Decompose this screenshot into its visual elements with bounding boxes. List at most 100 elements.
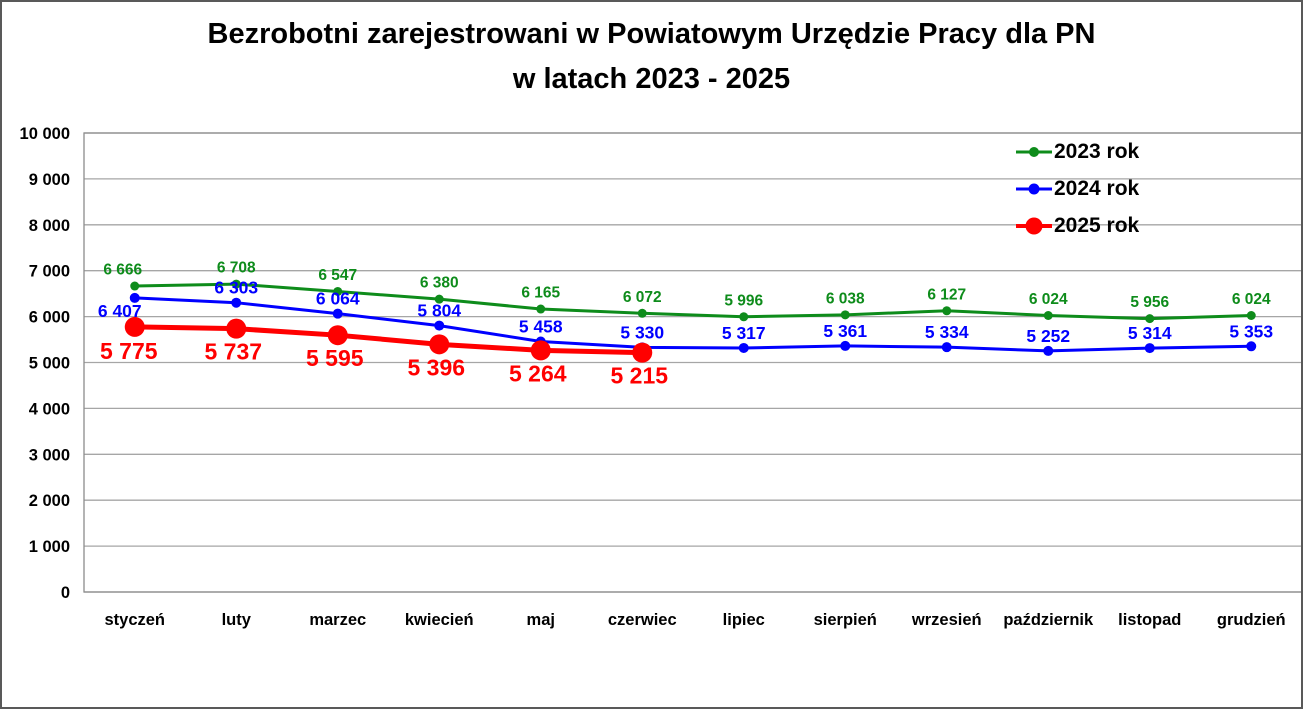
y-tick-label: 2 000 — [29, 492, 70, 510]
y-tick-label: 0 — [61, 584, 70, 602]
chart-title-line1: Bezrobotni zarejestrowani w Powiatowym U… — [207, 18, 1096, 50]
data-point-2024-rok — [231, 297, 242, 308]
data-point-2023-rok — [1043, 310, 1053, 320]
data-point-2024-rok — [1246, 341, 1257, 352]
x-axis-label: maj — [527, 611, 555, 629]
data-point-2024-rok — [332, 308, 343, 319]
data-label-2025-rok: 5 396 — [407, 354, 465, 380]
data-label-2023-rok: 6 024 — [1232, 291, 1271, 308]
data-point-2025-rok — [632, 342, 653, 363]
data-point-2024-rok — [1144, 343, 1155, 354]
legend-marker-icon — [1028, 183, 1040, 194]
data-label-2023-rok: 5 996 — [724, 292, 763, 309]
legend-swatch-2024 — [1016, 183, 1052, 194]
data-label-2023-rok: 6 666 — [103, 262, 142, 279]
x-axis-label: styczeń — [104, 611, 165, 629]
y-tick-label: 10 000 — [20, 125, 70, 143]
data-point-2025-rok — [226, 318, 247, 339]
data-label-2023-rok: 6 038 — [826, 290, 865, 307]
data-point-2023-rok — [637, 308, 647, 318]
data-label-2023-rok: 6 127 — [927, 286, 966, 303]
data-point-2023-rok — [333, 286, 343, 296]
x-axis-label: marzec — [309, 611, 366, 629]
x-axis-label: październik — [1003, 611, 1094, 629]
data-label-2023-rok: 6 024 — [1029, 291, 1068, 308]
y-tick-label: 4 000 — [29, 400, 70, 418]
data-point-2025-rok — [124, 316, 145, 337]
legend: 2023 rok 2024 rok 2025 rok — [1016, 133, 1139, 244]
data-point-2024-rok — [738, 342, 749, 353]
x-axis-label: wrzesień — [911, 611, 982, 629]
chart-title: Bezrobotni zarejestrowani w Powiatowym U… — [2, 12, 1301, 102]
data-point-2023-rok — [1145, 314, 1155, 324]
data-point-2023-rok — [434, 294, 444, 304]
data-point-2023-rok — [536, 304, 546, 314]
y-tick-label: 5 000 — [29, 355, 70, 373]
data-point-2023-rok — [840, 310, 850, 320]
data-point-2023-rok — [1246, 310, 1256, 320]
data-label-2023-rok: 5 956 — [1130, 294, 1169, 311]
data-label-2024-rok: 5 458 — [519, 316, 563, 336]
legend-item-2025: 2025 rok — [1016, 207, 1139, 244]
chart-title-line2: w latach 2023 - 2025 — [512, 63, 791, 95]
data-point-2024-rok — [941, 342, 952, 353]
data-label-2024-rok: 5 314 — [1128, 323, 1172, 343]
y-tick-label: 7 000 — [29, 263, 70, 281]
data-label-2023-rok: 6 547 — [318, 267, 357, 284]
data-label-2024-rok: 5 361 — [823, 321, 867, 341]
data-label-2024-rok: 5 317 — [722, 323, 766, 343]
data-point-2023-rok — [739, 312, 749, 322]
data-label-2024-rok: 5 252 — [1026, 326, 1070, 346]
x-axis-label: kwiecień — [405, 611, 474, 629]
x-axis-label: sierpień — [814, 611, 877, 629]
series-line-2023-rok — [133, 282, 1253, 321]
x-axis-label: grudzień — [1217, 611, 1286, 629]
data-label-2025-rok: 5 595 — [306, 345, 364, 371]
y-tick-label: 3 000 — [29, 446, 70, 464]
data-label-2024-rok: 5 353 — [1229, 321, 1273, 341]
legend-item-2023: 2023 rok — [1016, 133, 1139, 170]
legend-swatch-2023 — [1016, 146, 1052, 157]
y-tick-label: 1 000 — [29, 538, 70, 556]
series-line-2024-rok — [133, 296, 1253, 353]
legend-label-2024: 2024 rok — [1054, 176, 1140, 200]
x-axis-label: lipiec — [723, 611, 765, 629]
legend-marker-icon — [1029, 146, 1039, 157]
y-tick-label: 8 000 — [29, 217, 70, 235]
legend-item-2024: 2024 rok — [1016, 170, 1139, 207]
data-label-2024-rok: 6 407 — [98, 301, 142, 321]
data-label-2023-rok: 6 165 — [521, 285, 560, 302]
data-point-2023-rok — [942, 306, 952, 316]
y-tick-label: 6 000 — [29, 309, 70, 327]
data-label-2023-rok: 6 708 — [217, 260, 256, 277]
data-label-2025-rok: 5 775 — [100, 338, 158, 364]
data-point-2024-rok — [129, 292, 140, 303]
data-point-2023-rok — [231, 279, 241, 289]
data-label-2025-rok: 5 264 — [509, 360, 567, 386]
x-axis-label: luty — [222, 611, 252, 629]
legend-label-2023: 2023 rok — [1054, 139, 1140, 163]
data-point-2024-rok — [434, 320, 445, 331]
data-label-2024-rok: 6 303 — [214, 278, 258, 298]
data-point-2024-rok — [840, 340, 851, 351]
data-label-2023-rok: 6 072 — [623, 289, 662, 306]
x-axis-label: listopad — [1118, 611, 1181, 629]
y-tick-label: 9 000 — [29, 171, 70, 189]
data-point-2025-rok — [327, 325, 348, 346]
series-line-2025-rok — [132, 324, 645, 356]
data-point-2025-rok — [530, 340, 551, 361]
data-label-2025-rok: 5 737 — [204, 339, 262, 365]
data-label-2025-rok: 5 215 — [610, 363, 668, 389]
x-axis-label: czerwiec — [608, 611, 677, 629]
plot-area — [83, 132, 1301, 593]
data-label-2024-rok: 5 330 — [620, 322, 664, 342]
data-point-2025-rok — [429, 334, 450, 355]
legend-label-2025: 2025 rok — [1054, 213, 1140, 237]
data-label-2024-rok: 5 804 — [417, 301, 461, 321]
data-point-2023-rok — [130, 281, 140, 291]
data-label-2024-rok: 5 334 — [925, 322, 969, 342]
legend-marker-icon — [1025, 217, 1043, 234]
data-label-2023-rok: 6 380 — [420, 275, 459, 292]
